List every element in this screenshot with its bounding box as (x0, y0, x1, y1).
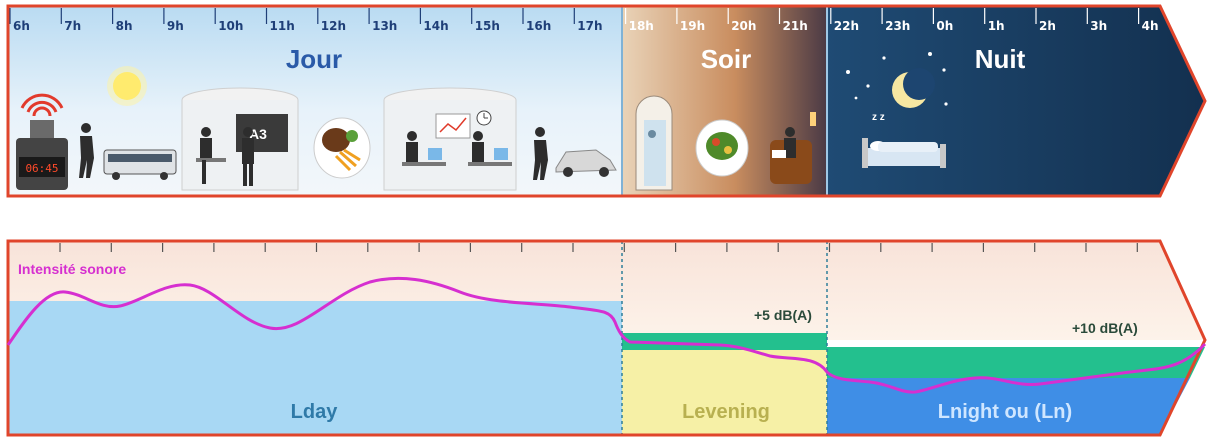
bus-icon (103, 149, 177, 180)
reading-person-icon (770, 112, 816, 184)
lday-label: Lday (291, 401, 339, 423)
sound-intensity-curve (6, 276, 1207, 394)
office-chart-board (435, 113, 471, 139)
hour-label: 9h (167, 19, 184, 33)
hour-label: 1h (988, 19, 1005, 33)
wall-clock-icon (476, 110, 492, 126)
walking-person-icon (79, 123, 94, 178)
office-scene (383, 87, 517, 191)
chart-ticks (59, 243, 1138, 252)
commuter-icon (533, 127, 548, 180)
bed-icon (862, 138, 946, 168)
hour-label: 2h (1039, 19, 1056, 33)
hour-ticks: 6h 7h 8h 9h 10h 11h 12h 13h 14h 15h 16h 17h 18h 19h 20… (9, 8, 1159, 33)
classroom-scene: A3 (181, 87, 299, 191)
hour-label: 21h (783, 19, 808, 33)
moon-icon (892, 68, 935, 108)
alarm-clock-icon: 06:45 (16, 93, 68, 190)
hour-label: 13h (372, 19, 397, 33)
hour-label: 20h (731, 19, 756, 33)
hour-label: 3h (1090, 19, 1107, 33)
dinner-plate-icon (695, 119, 749, 177)
evening-penalty-band (622, 333, 827, 350)
period-evening-label: Soir (701, 44, 752, 74)
teacher-icon (242, 127, 254, 186)
intensity-series-label: Intensité sonore (18, 261, 126, 277)
hour-label: 23h (885, 19, 910, 33)
sleep-zz-icon: z z (872, 112, 885, 123)
alarm-clock-display: 06:45 (25, 162, 58, 175)
hour-label: 22h (834, 19, 859, 33)
timeline-arrow-border (6, 4, 1207, 198)
timeline-banner: 6h 7h 8h 9h 10h 11h 12h 13h 14h 15h 16h 17h 18h 19h 20… (6, 4, 1207, 198)
lnight-label: Lnight ou (Ln) (938, 401, 1072, 423)
car-icon (555, 149, 617, 177)
hour-label: 6h (13, 19, 30, 33)
shower-icon (635, 95, 673, 191)
hour-label: 8h (116, 19, 133, 33)
office-worker-1-icon (402, 131, 446, 166)
hour-label: 18h (629, 19, 654, 33)
day-zone-bg (8, 6, 622, 196)
hour-label: 7h (64, 19, 81, 33)
evening-penalty-label: +5 dB(A) (754, 307, 812, 323)
night-zone-bg (827, 6, 1205, 196)
hour-label: 14h (423, 19, 448, 33)
hour-label: 0h (936, 19, 953, 33)
sun-icon (107, 66, 147, 106)
hour-label: 10h (218, 19, 243, 33)
hour-label: 16h (526, 19, 551, 33)
chart-arrow-border (6, 239, 1207, 437)
hour-label: 17h (577, 19, 602, 33)
levening-label: Levening (682, 401, 770, 423)
hour-label: 19h (680, 19, 705, 33)
hour-label: 15h (475, 19, 500, 33)
night-penalty-label: +10 dB(A) (1072, 320, 1138, 336)
lday-area (8, 301, 622, 435)
stars-icon (846, 52, 948, 106)
period-day-label: Jour (286, 44, 342, 74)
student-icon (196, 127, 226, 184)
hour-label: 12h (321, 19, 346, 33)
levening-area (622, 350, 827, 435)
period-night-label: Nuit (975, 44, 1026, 74)
night-penalty-band (827, 347, 1205, 378)
sound-level-chart: Intensité sonore +5 dB(A) +10 dB(A) Lday… (6, 239, 1207, 437)
office-worker-2-icon (468, 131, 512, 166)
hour-label: 11h (270, 19, 295, 33)
lunch-plate-icon (313, 117, 371, 179)
hour-label: 4h (1142, 19, 1159, 33)
